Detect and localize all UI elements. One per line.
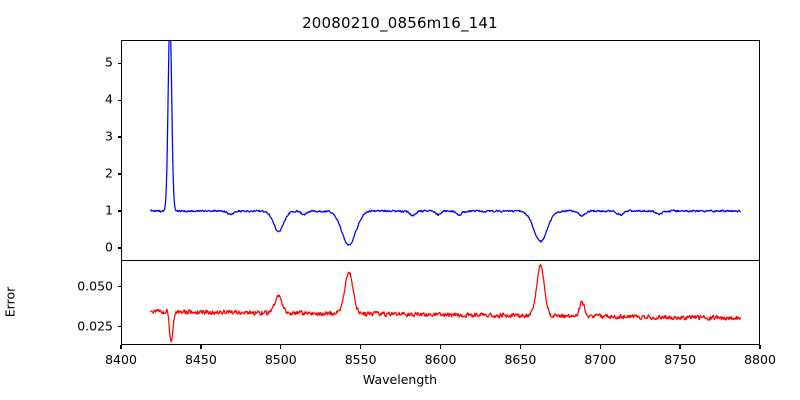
x-axis-label: Wavelength	[362, 372, 438, 387]
spectrum_y-tick-1	[118, 210, 122, 212]
x-tick-label-8700: 8700	[584, 352, 617, 367]
x-tick-8750	[679, 345, 681, 349]
error_y-tick-label-0.025: 0.025	[77, 318, 113, 334]
x-tick-8800	[759, 345, 761, 349]
error_y-tick-label-0.050: 0.050	[77, 278, 113, 294]
x-tick-label-8650: 8650	[504, 352, 537, 367]
error-y-axis-label: Error	[2, 286, 18, 318]
x-tick-8550	[359, 345, 362, 349]
x-tick-8700	[599, 345, 601, 349]
x-tick-label-8400: 8400	[105, 352, 137, 367]
spectrum_y-tick-label-2: 2	[105, 165, 113, 181]
spectrum-plot-area	[122, 41, 759, 260]
x-tick-8600	[439, 345, 442, 349]
error-line-chart	[122, 261, 759, 344]
spectrum_y-tick-label-1: 1	[105, 202, 113, 218]
x-tick-8450	[200, 345, 202, 349]
spectrum-panel	[118, 40, 760, 260]
spectrum_y-tick-3	[118, 136, 122, 138]
spectrum_y-tick-label-4: 4	[105, 91, 113, 107]
spectrum_y-tick-0	[118, 247, 122, 249]
error_y-tick-0.025	[118, 326, 122, 328]
error_y-tick-0.050	[118, 286, 122, 288]
x-tick-label-8500: 8500	[264, 352, 297, 367]
x-tick-label-8550: 8550	[344, 352, 377, 367]
spectrum-line-chart	[122, 41, 759, 260]
page-title: 20080210_0856m16_141	[302, 14, 498, 32]
x-tick-label-8600: 8600	[424, 352, 457, 367]
spectrum_y-tick-label-5: 5	[105, 54, 113, 70]
spectrum_y-tick-5	[118, 62, 122, 64]
x-tick-label-8450: 8450	[184, 352, 217, 367]
x-tick-8650	[519, 345, 522, 349]
error-series-path	[151, 265, 740, 342]
spectrum_y-tick-label-0: 0	[105, 239, 113, 255]
spectrum-series-path	[151, 41, 740, 245]
x-tick-label-8800: 8800	[744, 352, 776, 367]
x-tick-8500	[280, 345, 282, 349]
x-tick-8400	[120, 345, 122, 349]
x-tick-label-8750: 8750	[664, 352, 697, 367]
spectrum_y-tick-2	[118, 173, 122, 175]
spectrum_y-tick-label-3: 3	[105, 128, 113, 144]
error-plot-area	[122, 261, 759, 344]
error-panel	[118, 260, 760, 345]
spectrum_y-tick-4	[118, 99, 122, 101]
